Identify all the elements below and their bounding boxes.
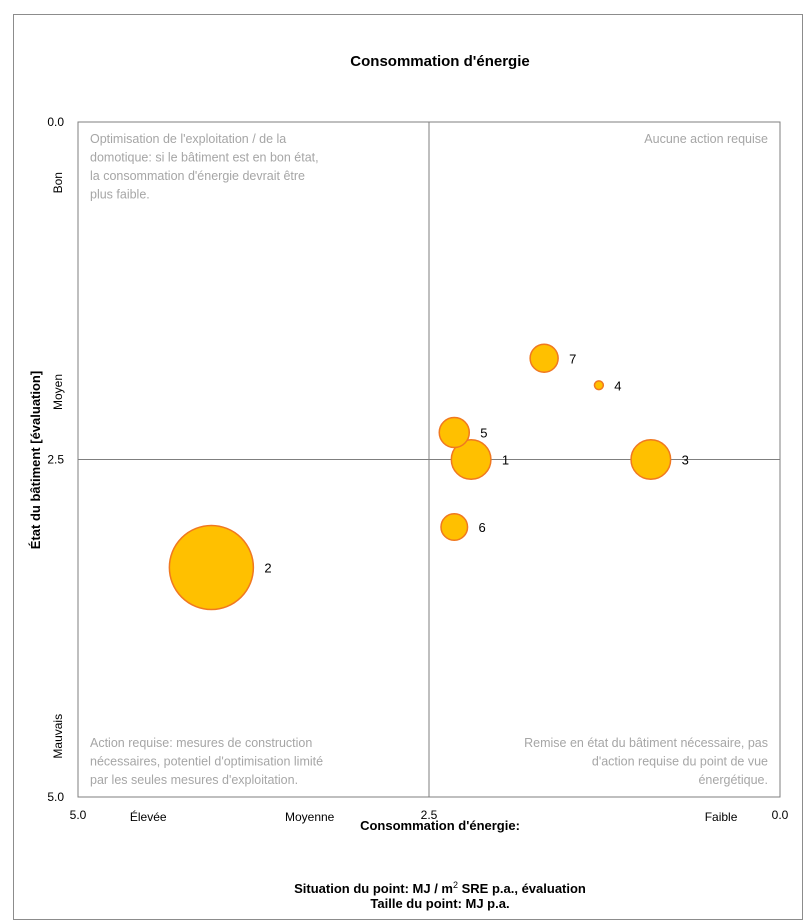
- y-qualitative-label: Bon: [51, 172, 65, 193]
- chart-frame: [13, 14, 803, 920]
- data-point-2: [168, 524, 255, 611]
- y-qualitative-label: Moyen: [51, 374, 65, 410]
- data-point-1: [450, 438, 492, 481]
- data-point-4: [593, 380, 605, 391]
- data-point-label-3: 3: [682, 453, 689, 468]
- data-points: 1 2 3 4 5 6 7: [168, 343, 689, 611]
- quadrant-note-top-left: Optimisation de l'exploitation / de la do…: [90, 132, 319, 202]
- data-point-label-5: 5: [480, 426, 487, 441]
- chart-title: Consommation d'énergie: [350, 53, 529, 70]
- y-axis-label: État du bâtiment [évaluation]: [28, 371, 43, 549]
- x-qualitative-labels: Élevée Moyenne Faible: [130, 809, 738, 824]
- data-point-label-6: 6: [479, 520, 486, 535]
- y-qualitative-labels: Bon Moyen Mauvais: [51, 172, 65, 759]
- data-point-label-2: 2: [264, 561, 271, 576]
- x-qualitative-label: Élevée: [130, 809, 167, 824]
- y-tick-labels: 0.0 2.5 5.0: [47, 115, 64, 804]
- x-qualitative-label: Faible: [705, 810, 738, 824]
- data-point-label-7: 7: [569, 351, 576, 366]
- footer-size-note: Taille du point: MJ p.a.: [370, 896, 509, 911]
- data-point-label-4: 4: [614, 378, 621, 393]
- footer-position-note: Situation du point: MJ / m2 SRE p.a., év…: [294, 880, 586, 896]
- x-qualitative-label: Moyenne: [285, 810, 335, 824]
- x-axis-label: Consommation d'énergie:: [360, 818, 520, 833]
- data-point-label-1: 1: [502, 453, 509, 468]
- y-tick-label: 2.5: [47, 453, 64, 467]
- data-point-6: [440, 512, 469, 542]
- quadrant-note-bottom-right: Remise en état du bâtiment nécessaire, p…: [524, 736, 768, 787]
- x-tick-label: 2.5: [421, 808, 438, 822]
- data-point-5: [438, 416, 471, 449]
- y-tick-label: 5.0: [47, 790, 64, 804]
- y-qualitative-label: Mauvais: [51, 714, 65, 759]
- x-tick-label: 5.0: [70, 808, 87, 822]
- data-point-3: [630, 438, 672, 481]
- quadrant-note-bottom-left: Action requise: mesures de construction n…: [90, 736, 323, 787]
- x-tick-label: 0.0: [772, 808, 789, 822]
- quadrant-note-top-right: Aucune action requise: [644, 132, 768, 146]
- x-tick-labels: 5.0 2.5 0.0: [70, 808, 789, 822]
- data-point-7: [529, 343, 559, 373]
- y-tick-label: 0.0: [47, 115, 64, 129]
